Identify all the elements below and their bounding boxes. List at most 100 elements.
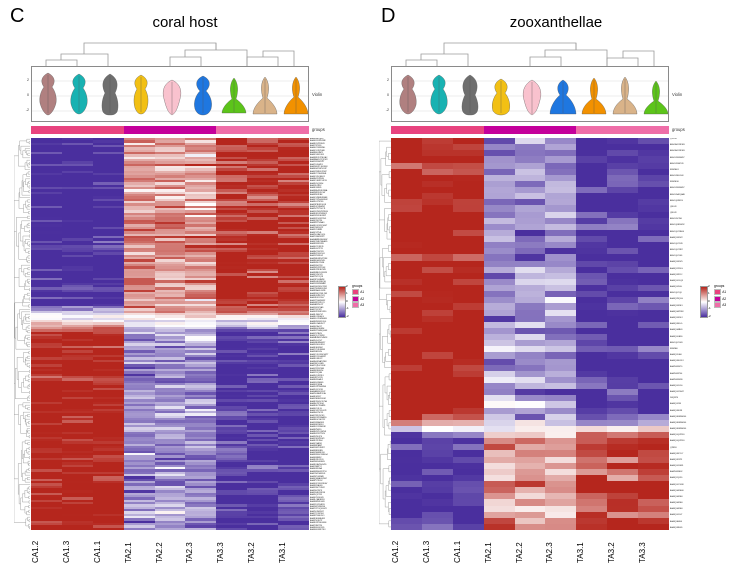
heatmap-cell [278,308,309,311]
heatmap-cell [185,345,217,348]
heatmap-cell [92,499,124,502]
heatmap-cell [638,364,669,371]
heatmap-cell [514,432,546,439]
heatmap-cell [92,221,124,225]
heatmap-cell [247,492,279,495]
heatmap-cell [247,212,279,215]
heatmap-cell [92,326,124,330]
heatmap-cell [638,150,669,157]
heatmap-cell [483,272,515,279]
heatmap-cell [452,413,484,420]
heatmap-cell [185,238,217,241]
heatmap-cell [247,305,279,309]
heatmap-cell [123,413,155,416]
heatmap-cell [154,228,186,232]
heatmap-cell [31,179,62,183]
heatmap-cell [216,259,248,262]
row-label: A0A15YUBE5 [310,229,323,232]
heatmap-cell [607,346,639,353]
heatmap-cell [638,401,669,408]
heatmap-cell [278,518,309,521]
heatmap-cell [31,473,62,477]
row-label: A0A1XK9XYAD [310,306,324,309]
heatmap-cell [185,434,217,437]
heatmap-cell [278,487,309,491]
heatmap-cell [61,214,93,218]
heatmap-cell [61,312,93,316]
heatmap-cell [216,242,248,246]
heatmap-cell [216,217,248,220]
heatmap-cell [216,471,248,474]
heatmap-cell [247,198,279,201]
row-label: ADH1V0SE7V6 [670,162,684,165]
heatmap-cell [123,331,155,334]
row-label: A0A1Y7UDSM98 [310,348,325,351]
heatmap-cell [247,301,279,304]
heatmap-cell [216,403,248,407]
heatmap-cell [185,445,217,449]
heatmap-cell [216,371,248,374]
heatmap-cell [514,523,546,530]
heatmap-cell [483,138,515,145]
heatmap-cell [61,310,93,313]
heatmap-cell [545,291,577,298]
heatmap-cell [483,278,515,285]
row-label: A0A1G5PRNVAZG [310,416,327,419]
heatmap-cell [638,407,669,414]
heatmap-cell [123,280,155,283]
heatmap-cell [638,340,669,347]
heatmap-cell [278,378,309,381]
heatmap-cell [421,266,453,273]
heatmap-cell [185,501,217,505]
heatmap-cell [216,417,248,421]
heatmap-cell [185,490,217,493]
heatmap-cell [247,499,279,502]
heatmap-cell [154,408,186,411]
heatmap-cell [545,468,577,475]
heatmap-cell [576,340,608,347]
heatmap-cell [247,161,279,164]
heatmap-cell [607,499,639,506]
heatmap-cell [31,184,62,187]
heatmap-cell [185,138,217,141]
heatmap-cell [123,312,155,316]
heatmap-cell [154,368,186,372]
heatmap-cell [216,422,248,425]
heatmap-cell [154,156,186,159]
heatmap-cell [123,485,155,488]
heatmap-cell [92,324,124,327]
heatmap-cell [31,144,62,148]
heatmap-cell [123,263,155,267]
heatmap-cell [638,303,669,310]
heatmap-cell [31,219,62,222]
heatmap-cell [216,245,248,248]
heatmap-cell [123,385,155,388]
heatmap-cell [483,456,515,463]
heatmap-cell [452,383,484,390]
heatmap-cell [545,425,577,432]
heatmap-cell [61,478,93,481]
heatmap-cell [31,217,62,220]
row-label: ADH1Q0C0X0 [670,341,683,344]
heatmap-cell [123,490,155,493]
heatmap-cell [31,485,62,488]
heatmap-cell [216,431,248,435]
heatmap-cell [216,298,248,302]
heatmap-cell [247,196,279,199]
heatmap-cell [278,385,309,388]
heatmap-cell [421,425,453,432]
row-label: A0A1IXO5DMS3K [310,426,326,429]
heatmap-cell [514,278,546,285]
heatmap-cell [247,357,279,360]
heatmap-cell [545,419,577,426]
heatmap-cell [154,497,186,500]
heatmap-cell [421,407,453,414]
heatmap-cell [216,196,248,199]
heatmap-cell [545,364,577,371]
heatmap-cell [154,450,186,453]
heatmap-cell [185,147,217,150]
heatmap-cell [154,525,186,528]
heatmap-cell [247,401,279,404]
heatmap-cell [92,438,124,442]
heatmap-cell [452,389,484,396]
